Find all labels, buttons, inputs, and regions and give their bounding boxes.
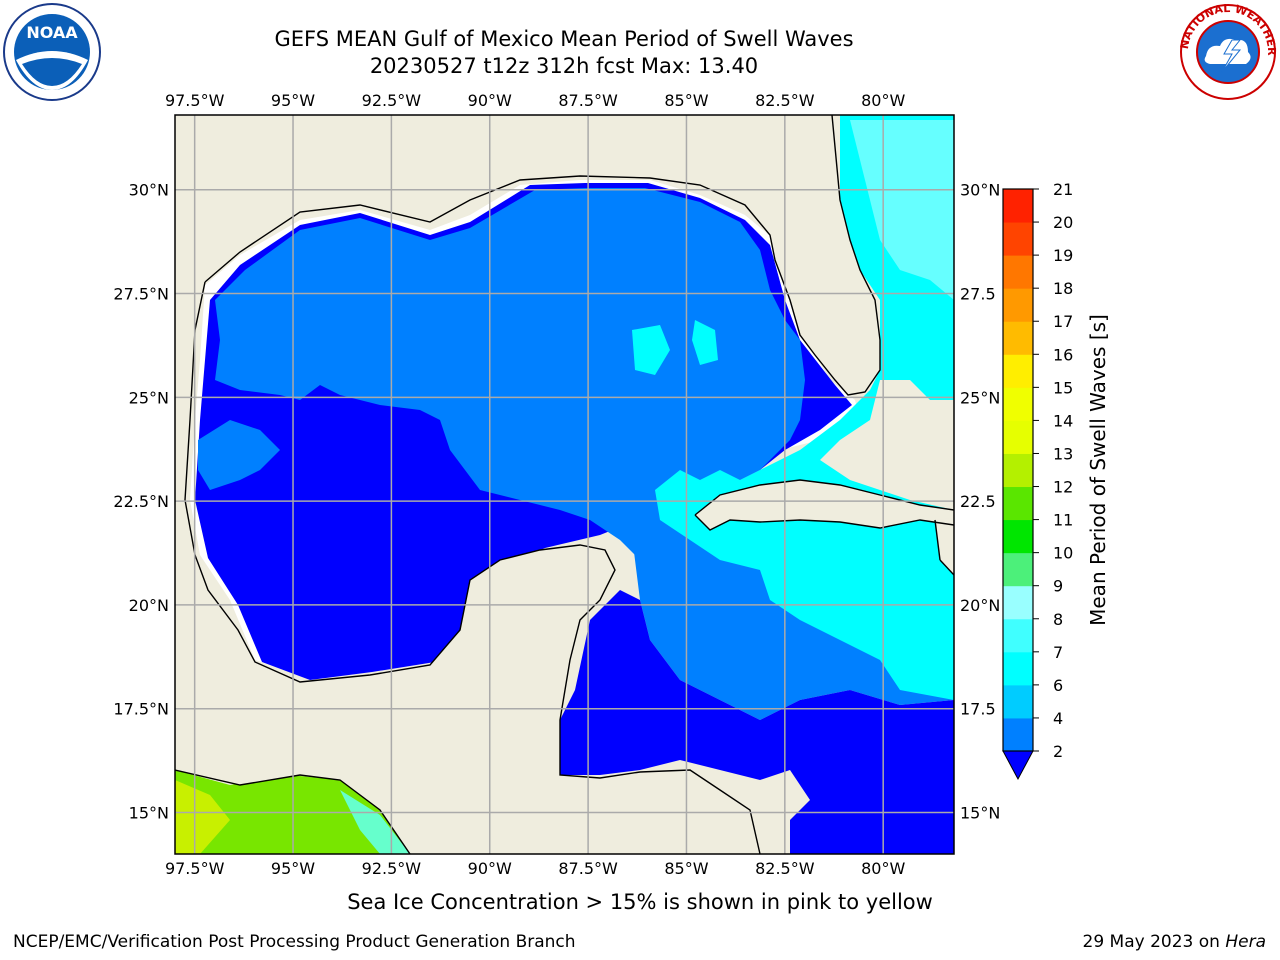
colorbar-segment <box>1003 420 1033 454</box>
lon-label-top: 80°W <box>861 91 905 110</box>
colorbar-tick-label: 12 <box>1053 478 1073 497</box>
map-title: GEFS MEAN Gulf of Mexico Mean Period of … <box>274 27 854 51</box>
lat-label-left: 22.5°N <box>113 492 169 511</box>
colorbar-tick-label: 19 <box>1053 246 1073 265</box>
colorbar-tick-label: 14 <box>1053 411 1073 430</box>
colorbar-segment <box>1003 255 1033 289</box>
lon-label-top: 82.5°W <box>755 91 815 110</box>
lat-label-left: 20°N <box>129 596 169 615</box>
lon-label-bottom: 97.5°W <box>165 859 225 878</box>
lat-label-right: 30°N <box>960 181 1000 200</box>
land-yucatan-central-america <box>175 545 760 854</box>
colorbar-tick-label: 9 <box>1053 577 1063 596</box>
colorbar-tick-label: 8 <box>1053 610 1063 629</box>
lat-label-right: 27.5 <box>960 285 996 304</box>
lon-label-bottom: 92.5°W <box>362 859 422 878</box>
colorbar-tick-label: 18 <box>1053 279 1073 298</box>
swell-zone-yellowgreen-sw <box>175 780 230 854</box>
colorbar-segment <box>1003 222 1033 256</box>
lat-label-left: 27.5°N <box>113 285 169 304</box>
colorbar-segment <box>1003 585 1033 620</box>
lat-label-left: 25°N <box>129 388 169 407</box>
colorbar-segment <box>1003 717 1033 752</box>
colorbar-tick-label: 15 <box>1053 378 1073 397</box>
colorbar-segment <box>1003 189 1033 223</box>
colorbar-tick-label: 13 <box>1053 444 1073 463</box>
colorbar-tick-label: 20 <box>1053 213 1073 232</box>
lon-label-top: 95°W <box>271 91 315 110</box>
lon-label-bottom: 87.5°W <box>558 859 618 878</box>
colorbar-tick-label: 16 <box>1053 345 1073 364</box>
colorbar-segment <box>1003 651 1033 686</box>
lon-label-bottom: 82.5°W <box>755 859 815 878</box>
land-north-coast <box>175 115 790 700</box>
lon-label-bottom: 90°W <box>468 859 512 878</box>
colorbar-segment <box>1003 486 1033 521</box>
map-frame <box>174 114 955 855</box>
colorbar-segment <box>1003 453 1033 488</box>
colorbar-tick-label: 17 <box>1053 312 1073 331</box>
colorbar-segment <box>1003 519 1033 554</box>
lat-label-left: 17.5°N <box>113 700 169 719</box>
colorbar-segment <box>1003 288 1033 322</box>
lon-label-bottom: 95°W <box>271 859 315 878</box>
lon-label-bottom: 85°W <box>664 859 708 878</box>
colorbar-segment <box>1003 684 1033 719</box>
colorbar-label: Mean Period of Swell Waves [s] <box>1086 314 1110 626</box>
lat-label-right: 20°N <box>960 596 1000 615</box>
swell-zone-4s-gulf-left <box>198 420 280 490</box>
colorbar-segment <box>1003 354 1033 388</box>
colorbar-frame <box>1002 188 1034 752</box>
colorbar-extend-arrow <box>1002 750 1034 781</box>
lon-label-top: 87.5°W <box>558 91 618 110</box>
swell-zone-cyan-sw <box>340 790 410 854</box>
lat-label-right: 25°N <box>960 388 1000 407</box>
coastlines <box>175 115 954 854</box>
swell-zone-6s-east <box>655 115 954 700</box>
land-hispaniola-edge <box>935 518 954 575</box>
colorbar-segment <box>1003 321 1033 355</box>
lon-label-top: 92.5°W <box>362 91 422 110</box>
colorbar-segment <box>1003 618 1033 653</box>
grid <box>175 115 954 854</box>
lat-label-left: 30°N <box>129 181 169 200</box>
colorbar-segment <box>1003 387 1033 421</box>
colorbar-tick-label: 4 <box>1053 709 1063 728</box>
credit-right: 29 May 2023 on Hera <box>1083 932 1267 952</box>
swell-zone-4s-central <box>215 188 805 560</box>
lat-label-right: 15°N <box>960 803 1000 822</box>
colorbar: 2 4 6 7 8 9 10 11 12 13 14 15 16 17 18 19 20 21 <box>1002 180 1073 781</box>
swell-zone-8s-east <box>850 120 954 300</box>
sea-ice-note: Sea Ice Concentration > 15% is shown in … <box>347 890 933 914</box>
colorbar-tick-label: 10 <box>1053 544 1073 563</box>
credit-date: 29 May 2023 on <box>1082 932 1226 952</box>
colorbar-tick-label: 21 <box>1053 180 1073 199</box>
lon-label-top: 85°W <box>664 91 708 110</box>
map-area <box>175 115 954 854</box>
credit-left: NCEP/EMC/Verification Post Processing Pr… <box>13 932 576 952</box>
lon-label-bottom: 80°W <box>861 859 905 878</box>
lat-label-right: 17.5 <box>960 700 996 719</box>
colorbar-segment <box>1003 552 1033 587</box>
lat-label-right: 22.5 <box>960 492 996 511</box>
noaa-wordmark: NOAA <box>26 23 78 42</box>
swell-zone-6s-blob-east <box>692 320 718 365</box>
colorbar-tick-label: 2 <box>1053 742 1063 761</box>
axis-labels: 97.5°W 97.5°W 95°W 95°W 92.5°W 92.5°W 90°W 90°W… <box>113 91 1000 878</box>
credit-host: Hera <box>1225 932 1266 952</box>
colorbar-tick-label: 11 <box>1053 511 1073 530</box>
colorbar-tick-label: 6 <box>1053 676 1063 695</box>
land-florida <box>745 115 880 395</box>
lon-label-top: 97.5°W <box>165 91 225 110</box>
colorbar-tick-label: 7 <box>1053 643 1063 662</box>
lon-label-top: 90°W <box>468 91 512 110</box>
land-cuba <box>695 480 954 530</box>
map-subtitle: 20230527 t12z 312h fcst Max: 13.40 <box>369 54 759 78</box>
swell-zone-6s-blob-central <box>632 325 670 375</box>
lat-label-left: 15°N <box>129 803 169 822</box>
noaa-logo: NOAA <box>2 2 102 102</box>
swell-zone-2s-caribbean <box>560 590 954 854</box>
nws-logo: NATIONAL WEATHER SERVICE <box>1174 0 1278 102</box>
